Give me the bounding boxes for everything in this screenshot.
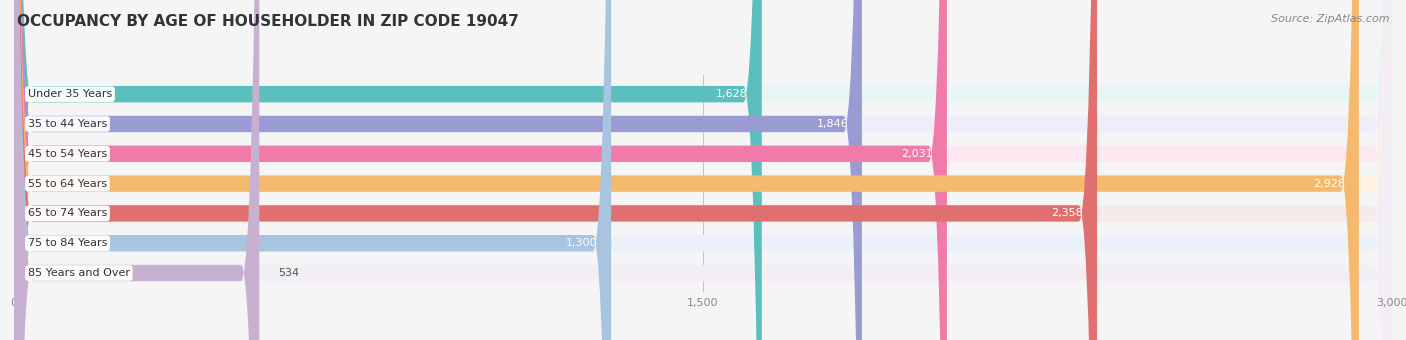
FancyBboxPatch shape bbox=[14, 0, 1392, 340]
Text: Under 35 Years: Under 35 Years bbox=[28, 89, 112, 99]
FancyBboxPatch shape bbox=[14, 0, 259, 340]
FancyBboxPatch shape bbox=[14, 0, 1392, 340]
FancyBboxPatch shape bbox=[14, 0, 1392, 340]
Text: 1,846: 1,846 bbox=[817, 119, 848, 129]
FancyBboxPatch shape bbox=[14, 0, 1392, 340]
Text: 45 to 54 Years: 45 to 54 Years bbox=[28, 149, 107, 159]
FancyBboxPatch shape bbox=[14, 0, 862, 340]
FancyBboxPatch shape bbox=[14, 0, 1392, 340]
Text: 55 to 64 Years: 55 to 64 Years bbox=[28, 178, 107, 189]
Text: 1,300: 1,300 bbox=[565, 238, 598, 248]
Text: Source: ZipAtlas.com: Source: ZipAtlas.com bbox=[1271, 14, 1389, 23]
Text: 1,628: 1,628 bbox=[716, 89, 748, 99]
Text: 85 Years and Over: 85 Years and Over bbox=[28, 268, 129, 278]
FancyBboxPatch shape bbox=[14, 0, 1097, 340]
Text: OCCUPANCY BY AGE OF HOUSEHOLDER IN ZIP CODE 19047: OCCUPANCY BY AGE OF HOUSEHOLDER IN ZIP C… bbox=[17, 14, 519, 29]
Text: 35 to 44 Years: 35 to 44 Years bbox=[28, 119, 107, 129]
Text: 65 to 74 Years: 65 to 74 Years bbox=[28, 208, 107, 218]
FancyBboxPatch shape bbox=[14, 0, 762, 340]
Text: 2,928: 2,928 bbox=[1313, 178, 1346, 189]
FancyBboxPatch shape bbox=[14, 0, 1392, 340]
Text: 2,031: 2,031 bbox=[901, 149, 934, 159]
Text: 534: 534 bbox=[278, 268, 299, 278]
FancyBboxPatch shape bbox=[14, 0, 612, 340]
FancyBboxPatch shape bbox=[14, 0, 946, 340]
Text: 75 to 84 Years: 75 to 84 Years bbox=[28, 238, 107, 248]
FancyBboxPatch shape bbox=[14, 0, 1392, 340]
Text: 2,358: 2,358 bbox=[1052, 208, 1083, 218]
FancyBboxPatch shape bbox=[14, 0, 1358, 340]
